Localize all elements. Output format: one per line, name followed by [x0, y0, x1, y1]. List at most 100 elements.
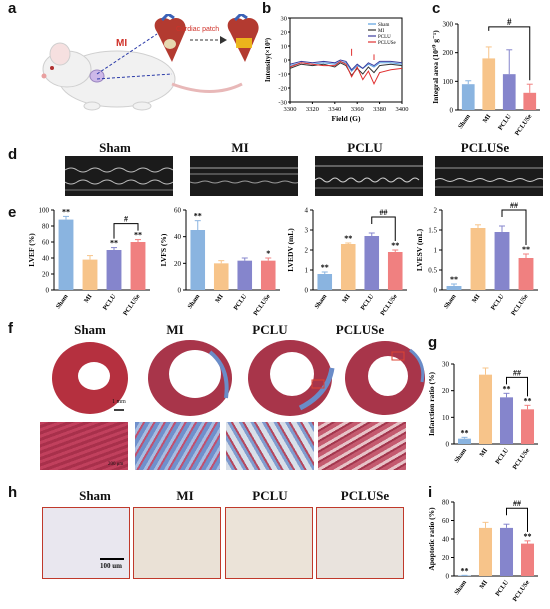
- sig-hash: #: [124, 215, 128, 224]
- x-tick-label: Sham: [453, 447, 468, 465]
- panel-a-schematic: [41, 14, 259, 111]
- y-tick-label: -30: [278, 100, 287, 107]
- x-tick-label: PCLUSe: [514, 113, 534, 137]
- ihc-title-pcluse: PCLUSe: [340, 488, 390, 503]
- y-axis-label: LVEF (%): [27, 233, 36, 267]
- x-tick-label: Sham: [55, 293, 70, 311]
- sig-bracket: [488, 26, 531, 81]
- bar-sham: [317, 274, 333, 290]
- x-tick-label: PCLUSe: [379, 293, 399, 317]
- chart-i-apoptotic-ratio: 0 20 40 60 80 Apoptotic ratio (%) Sham ** MI PCLU…: [427, 499, 538, 603]
- x-tick-label: MI: [471, 293, 482, 304]
- y-tick-label: 60: [42, 239, 50, 247]
- scale-bar-h: [100, 558, 124, 560]
- bar-sham: [446, 286, 462, 290]
- bar-mi: [482, 58, 496, 110]
- y-tick-label: 0: [450, 107, 454, 115]
- x-tick-label: 3320: [306, 106, 319, 113]
- significance-stars: **: [461, 428, 469, 437]
- y-tick-label: 3: [305, 227, 309, 235]
- y-tick-label: 0: [446, 573, 450, 581]
- bar-sham: [190, 230, 206, 290]
- x-tick-label: Sham: [457, 113, 472, 131]
- heart-section-sham: [52, 342, 128, 414]
- mi-label: MI: [116, 38, 128, 49]
- bar-pclu: [494, 232, 510, 290]
- significance-stars: **: [391, 241, 399, 250]
- x-tick-label: PCLU: [497, 113, 513, 132]
- bar-mi: [478, 527, 493, 576]
- sig-bracket: [113, 223, 139, 239]
- chart-e-lvesv: 0 0.5 1 1.5 2 LVESV (mL) Sham ** MI PCLU PCLUSe ** #…: [415, 202, 538, 317]
- heart-patched-icon: [227, 14, 259, 62]
- y-tick-label: 40: [174, 233, 182, 241]
- heart-mi-icon: [154, 14, 186, 62]
- bar-mi: [478, 374, 493, 444]
- echo-image-sham: [65, 156, 173, 196]
- y-axis-label: LVFS (%): [159, 233, 168, 266]
- y-tick-label: 300: [443, 21, 454, 29]
- y-tick-label: 40: [42, 255, 50, 263]
- chart-e-lvef: 0 20 40 60 80 100 LVEF (%) Sham ** MI PCLU ** PCLUSe…: [27, 207, 150, 317]
- sig-bracket: [506, 376, 528, 397]
- y-tick-label: 0.5: [428, 267, 437, 275]
- bar-sham: [58, 219, 74, 290]
- heart-section-mi: [148, 340, 232, 416]
- x-tick-label: MI: [478, 447, 489, 458]
- y-tick-label: 0: [284, 58, 287, 65]
- y-tick-label: 80: [42, 223, 50, 231]
- bar-mi: [340, 244, 356, 290]
- bar-pcluse: [520, 543, 535, 576]
- chart-e-lvfs: 0 20 40 60 LVFS (%) Sham ** MI PCLU PCLUSe *: [159, 207, 280, 317]
- legend-label: MI: [378, 29, 384, 34]
- y-tick-label: 30: [281, 16, 288, 23]
- y-tick-label: 10: [442, 414, 450, 422]
- y-tick-label: -20: [278, 86, 287, 93]
- x-tick-label: PCLU: [494, 447, 510, 466]
- histo-zoom-pclu: [226, 422, 314, 470]
- bar-pcluse: [518, 258, 534, 290]
- ihc-title-sham: Sham: [79, 488, 111, 503]
- y-axis-label: Apoptotic ratio (%): [427, 507, 436, 571]
- significance-stars: **: [321, 263, 329, 272]
- bar-pclu: [364, 236, 380, 290]
- y-tick-label: 0: [46, 287, 50, 295]
- panel-label-c: c: [432, 0, 441, 17]
- y-tick-label: 30: [442, 361, 450, 369]
- legend-label: Sham: [378, 23, 390, 28]
- y-tick-label: -10: [278, 72, 287, 79]
- y-tick-label: 1.5: [428, 227, 437, 235]
- series-line-sham: [289, 60, 403, 72]
- x-tick-label: 3360: [351, 106, 364, 113]
- x-tick-label: MI: [214, 293, 225, 304]
- y-tick-label: 4: [305, 207, 309, 215]
- echo-title-mi: MI: [231, 140, 249, 155]
- y-tick-label: 2: [305, 247, 309, 255]
- y-tick-label: 20: [281, 30, 288, 37]
- panel-label-i: i: [428, 484, 433, 501]
- bar-mi: [213, 263, 229, 290]
- echo-image-mi: [190, 156, 298, 196]
- histo-title-sham: Sham: [74, 322, 106, 337]
- bar-sham: [457, 438, 472, 444]
- panel-label-g: g: [428, 334, 438, 351]
- bar-pclu: [499, 397, 514, 444]
- y-tick-label: 40: [442, 536, 450, 544]
- echo-title-pcluse: PCLUSe: [460, 140, 510, 155]
- y-axis-label: Intensity(×10⁵): [264, 37, 272, 82]
- scale-label-f2: 200 μm: [108, 462, 124, 467]
- y-tick-label: 2: [434, 207, 438, 215]
- sig-bracket: [501, 209, 527, 245]
- significance-stars: **: [524, 396, 532, 405]
- y-tick-label: 20: [42, 271, 50, 279]
- x-tick-label: PCLUSe: [510, 293, 530, 317]
- significance-stars: **: [134, 231, 142, 240]
- y-tick-label: 20: [442, 554, 450, 562]
- y-tick-label: 0: [446, 441, 450, 449]
- ihc-image-mi: [133, 507, 221, 579]
- sig-hash: ##: [513, 368, 521, 377]
- x-tick-label: MI: [83, 293, 94, 304]
- x-tick-label: Sham: [314, 293, 329, 311]
- arrow-head-icon: [220, 36, 227, 44]
